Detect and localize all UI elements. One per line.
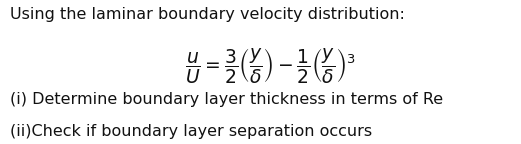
Text: $\dfrac{u}{U} = \dfrac{3}{2}\left(\dfrac{y}{\delta}\right) - \dfrac{1}{2}\left(\: $\dfrac{u}{U} = \dfrac{3}{2}\left(\dfrac… <box>185 46 356 85</box>
Text: (i) Determine boundary layer thickness in terms of Re: (i) Determine boundary layer thickness i… <box>10 92 443 107</box>
Text: Using the laminar boundary velocity distribution:: Using the laminar boundary velocity dist… <box>10 7 405 22</box>
Text: (ii)Check if boundary layer separation occurs: (ii)Check if boundary layer separation o… <box>10 124 373 139</box>
